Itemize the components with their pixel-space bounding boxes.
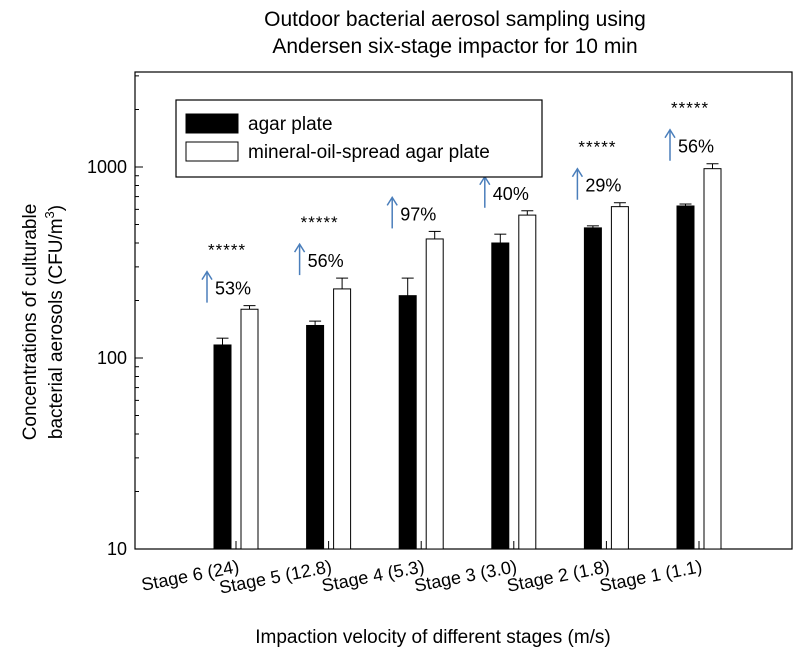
bar-mineral-oil — [333, 288, 352, 550]
x-tick-label: Stage 3 (3.0) — [413, 556, 519, 595]
bar-series — [213, 163, 722, 550]
x-tick-label: Stage 4 (5.3) — [320, 556, 426, 595]
y-axis-label-close: ) — [46, 205, 67, 211]
bar-mineral-oil — [425, 238, 444, 550]
chart-title-line-2: Andersen six-stage impactor for 10 min — [272, 35, 637, 58]
legend: agar plate mineral-oil-spread agar plate — [175, 99, 543, 178]
bar-mineral-oil — [518, 214, 537, 550]
chart-title: Outdoor bacterial aerosol sampling using… — [264, 8, 646, 58]
x-tick-label: Stage 1 (1.1) — [598, 556, 704, 595]
significance-stars: ***** — [208, 241, 246, 260]
increase-arrow-head — [571, 167, 584, 178]
y-axis-label-line-1: Concentrations of culturable — [20, 204, 41, 441]
significance-stars: ***** — [671, 99, 709, 118]
bar-mineral-oil — [610, 206, 629, 550]
y-tick-label: 10 — [107, 539, 127, 559]
percent-increase-label: 56% — [308, 251, 344, 271]
bar-agar-plate — [491, 242, 510, 550]
legend-swatch-mineral-oil — [185, 141, 239, 162]
percent-increase-label: 53% — [215, 279, 251, 299]
bar-agar-plate — [213, 344, 232, 550]
bar-agar-plate — [398, 295, 417, 550]
percent-increase-label: 40% — [493, 184, 529, 204]
y-axis-label-line-2: bacterial aerosols (CFU/m3) — [42, 205, 67, 439]
bar-mineral-oil — [240, 308, 259, 550]
x-tick-label: Stage 2 (1.8) — [505, 556, 611, 595]
percent-increase-label: 56% — [678, 137, 714, 157]
increase-arrow-head — [293, 242, 306, 253]
chart-title-line-1: Outdoor bacterial aerosol sampling using — [264, 8, 646, 31]
increase-arrow-head — [664, 128, 676, 139]
y-axis: 10 100 1000 — [87, 75, 143, 559]
percent-increase-label: 97% — [400, 204, 436, 224]
increase-arrow-head — [386, 195, 398, 206]
x-axis-label: Impaction velocity of different stages (… — [255, 627, 611, 648]
percent-increase-label: 29% — [585, 176, 621, 196]
legend-label-agar-plate: agar plate — [248, 114, 333, 135]
y-tick-label: 100 — [97, 348, 127, 368]
y-axis-label: Concentrations of culturable bacterial a… — [20, 204, 67, 441]
y-axis-label-unit: bacterial aerosols (CFU/m — [46, 218, 67, 439]
legend-label-mineral-oil: mineral-oil-spread agar plate — [248, 142, 490, 163]
plot-frame — [134, 71, 793, 550]
bar-agar-plate — [583, 227, 602, 550]
bar-agar-plate — [676, 205, 695, 550]
plot-area — [134, 71, 793, 550]
increase-arrow-head — [201, 270, 213, 281]
legend-box — [175, 99, 543, 178]
significance-stars: ***** — [301, 213, 339, 232]
bar-agar-plate — [306, 324, 325, 550]
y-tick-label: 1000 — [87, 157, 127, 177]
legend-swatch-agar-plate — [185, 113, 239, 134]
bar-mineral-oil — [703, 168, 722, 550]
y-axis-label-superscript: 3 — [42, 211, 57, 218]
significance-stars: ***** — [578, 138, 616, 157]
